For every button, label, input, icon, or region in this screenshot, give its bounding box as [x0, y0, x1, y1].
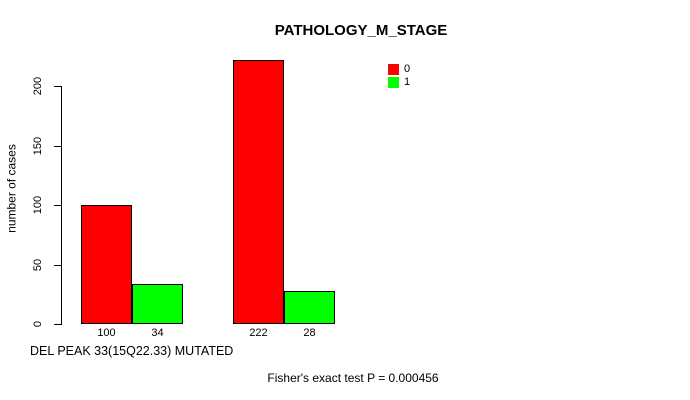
- y-tick-label: 150: [32, 136, 44, 156]
- bar-value-label: 28: [303, 327, 316, 339]
- legend-label: 0: [404, 63, 411, 75]
- y-axis-tick: [54, 324, 61, 325]
- y-tick-label: 50: [32, 258, 44, 272]
- legend-label: 1: [404, 76, 411, 88]
- stat-annotation: Fisher's exact test P = 0.000456: [267, 371, 439, 385]
- y-tick-label: 0: [32, 320, 44, 328]
- y-tick-label: 200: [32, 76, 44, 96]
- legend-item: 0: [388, 63, 410, 76]
- y-tick-label: 100: [32, 195, 44, 215]
- y-axis-line: [61, 86, 62, 325]
- bar-series-1: [284, 291, 335, 324]
- y-axis-tick: [54, 86, 61, 87]
- bar-series-0: [81, 205, 132, 324]
- bar-value-label: 100: [97, 327, 116, 339]
- chart-title: PATHOLOGY_M_STAGE: [274, 22, 448, 39]
- legend-swatch-0: [388, 64, 399, 75]
- x-axis-label: DEL PEAK 33(15Q22.33) MUTATED: [30, 344, 234, 358]
- bar-value-label: 222: [249, 327, 268, 339]
- legend-item: 1: [388, 76, 410, 89]
- y-axis-tick: [54, 146, 61, 147]
- bar-value-label: 34: [151, 327, 164, 339]
- y-axis-tick: [54, 205, 61, 206]
- bar-series-0: [233, 60, 284, 324]
- legend-swatch-1: [388, 77, 399, 88]
- y-axis-tick: [54, 265, 61, 266]
- bar-series-1: [132, 284, 183, 324]
